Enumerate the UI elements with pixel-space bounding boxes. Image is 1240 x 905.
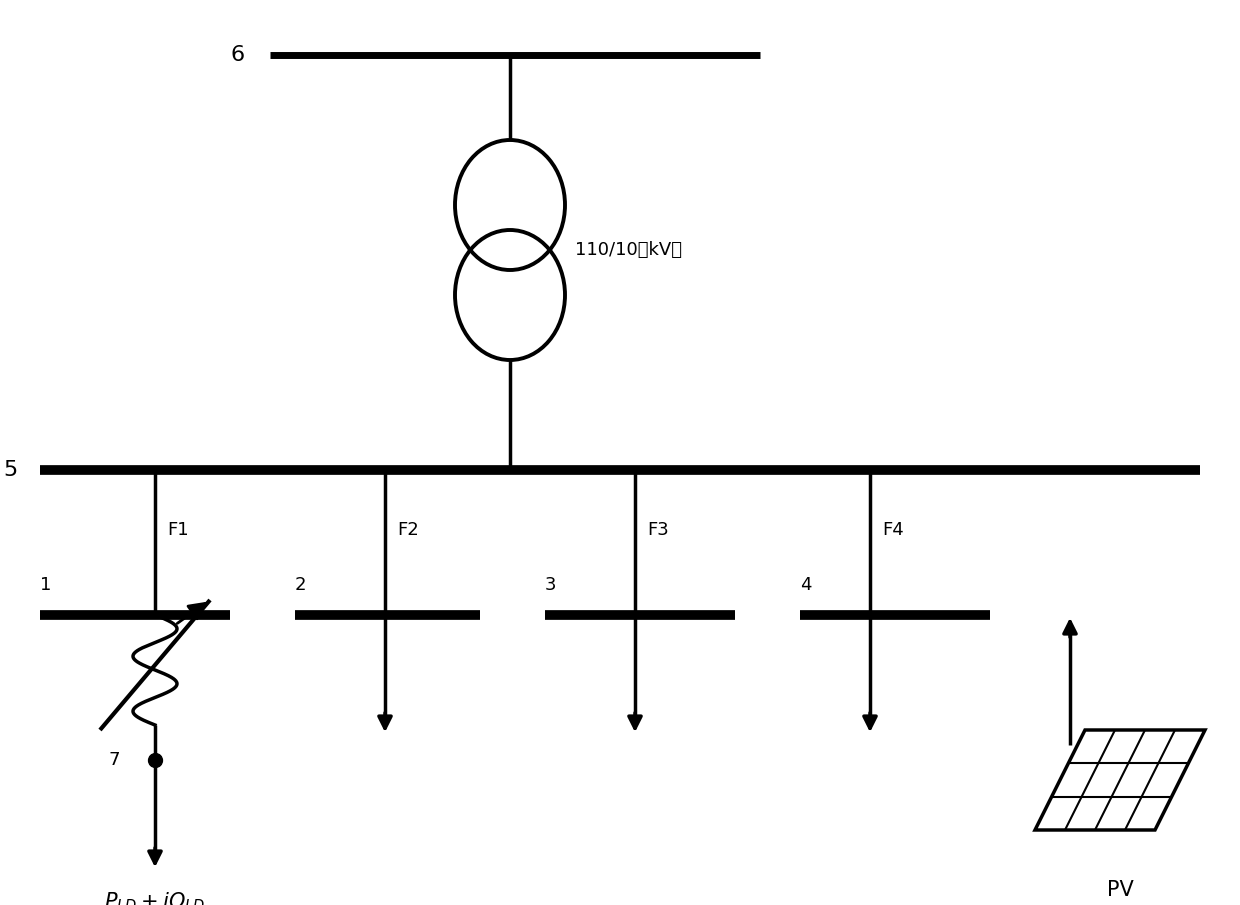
Text: 110/10（kV）: 110/10（kV）: [575, 241, 682, 259]
Text: 7: 7: [109, 751, 120, 769]
Text: F1: F1: [167, 521, 188, 539]
Text: $P_{LD} + jQ_{LD}$: $P_{LD} + jQ_{LD}$: [104, 890, 206, 905]
Text: F2: F2: [397, 521, 419, 539]
Text: 1: 1: [40, 576, 51, 594]
Text: F3: F3: [647, 521, 668, 539]
Text: 4: 4: [800, 576, 811, 594]
Text: 5: 5: [4, 460, 19, 480]
Text: 6: 6: [231, 45, 246, 65]
Text: PV: PV: [1106, 880, 1133, 900]
Text: 2: 2: [295, 576, 306, 594]
Text: 3: 3: [546, 576, 557, 594]
Text: F4: F4: [882, 521, 904, 539]
